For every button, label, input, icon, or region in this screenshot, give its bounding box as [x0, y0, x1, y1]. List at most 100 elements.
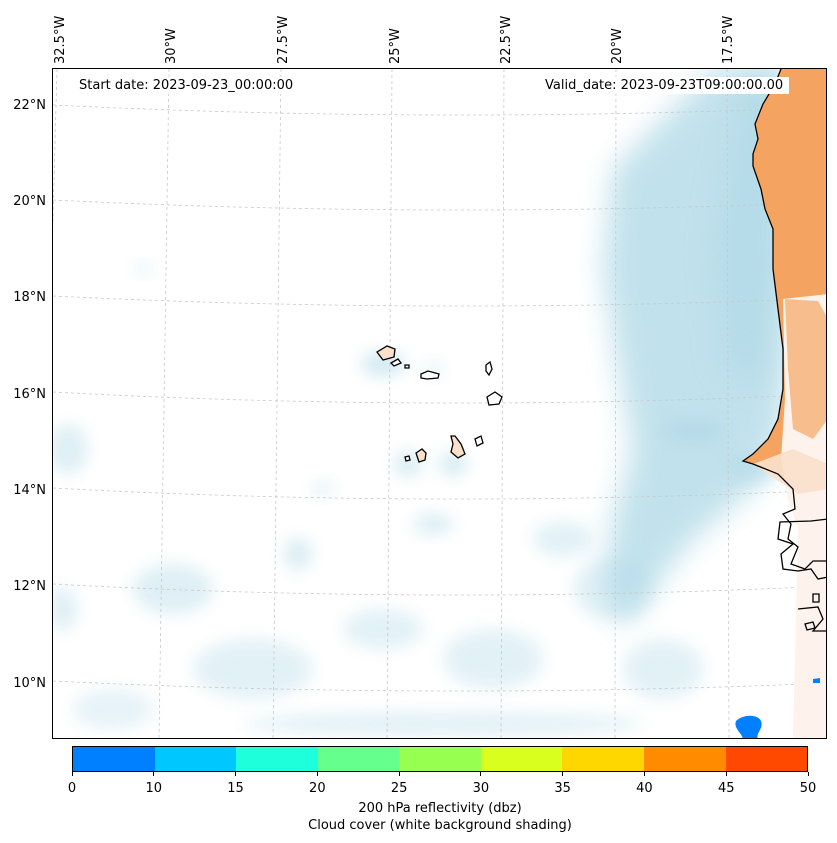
longitude-gridline: [53, 69, 58, 234]
longitude-gridline: [500, 69, 505, 738]
colorbar-segment: [562, 747, 644, 771]
colorbar-tick-label: 45: [717, 781, 735, 796]
latitude-gridlines: [53, 104, 826, 692]
colorbar-tick: [807, 772, 809, 776]
cloud-patch: [133, 263, 153, 275]
coastline-bissagos: [797, 606, 826, 632]
colorbar-tick-label: 25: [390, 781, 408, 796]
colorbar-tick-label: 40: [636, 781, 653, 796]
latitude-label: 16°N: [13, 387, 46, 402]
island-santo-antao: [376, 345, 396, 361]
latitude-label: 12°N: [13, 579, 46, 594]
colorbar-tick-label: 0: [67, 781, 77, 796]
colorbar-tick-label: 30: [472, 781, 490, 796]
land-africa: [743, 69, 826, 738]
cloud-patch: [573, 559, 653, 619]
island-fogo: [415, 448, 427, 463]
cape-verde-islands: [376, 345, 503, 463]
colorbar-tick: [725, 772, 727, 776]
cloud-patch: [53, 587, 77, 631]
longitude-gridline: [158, 69, 170, 738]
island-maio: [474, 435, 484, 447]
coast-islet: [812, 593, 820, 603]
latitude-gridline: [53, 295, 826, 307]
colorbar-subtitle: Cloud cover (white background shading): [308, 818, 572, 833]
coastline-africa: [741, 69, 826, 570]
colorbar-segment: [73, 747, 155, 771]
cloud-patch: [443, 629, 543, 689]
cloud-patch: [133, 564, 213, 614]
island-santa-luzia: [404, 364, 410, 369]
latitude-gridline: [53, 680, 826, 692]
cloud-patch: [284, 538, 312, 570]
colorbar-segment: [480, 747, 563, 771]
reflectivity-layer: [735, 678, 820, 738]
map-canvas: [53, 69, 826, 738]
map-panel: [52, 68, 827, 739]
cloud-patch: [53, 424, 88, 474]
reflectivity-echo: [735, 715, 762, 738]
latitude-gridline: [53, 583, 826, 596]
land-coastal-light: [753, 449, 826, 494]
latitude-gridline: [53, 391, 826, 404]
colorbar-tick: [480, 772, 482, 776]
colorbar-tick: [71, 772, 73, 776]
cloud-patch: [394, 452, 422, 476]
longitude-label: 22.5°W: [499, 15, 514, 64]
cloud-patch: [243, 712, 643, 736]
colorbar-segment: [236, 747, 318, 771]
colorbar-tick-label: 10: [145, 781, 163, 796]
cloud-patch: [193, 639, 313, 699]
colorbar-tick: [643, 772, 645, 776]
colorbar-segment: [399, 747, 481, 771]
reflectivity-echo: [813, 678, 820, 683]
cloud-patch: [623, 639, 703, 699]
latitude-label: 14°N: [13, 483, 46, 498]
longitude-label: 17.5°W: [721, 15, 736, 64]
colorbar-tick: [398, 772, 400, 776]
cloud-patch: [361, 352, 405, 376]
colorbar-tick: [562, 772, 564, 776]
latitude-label: 10°N: [13, 676, 46, 691]
land-orange-strip: [785, 299, 826, 439]
longitude-label: 30°W: [164, 28, 179, 64]
cloud-patch: [311, 481, 335, 497]
colorbar-segment: [154, 747, 237, 771]
longitude-label: 32.5°W: [53, 15, 68, 64]
longitude-gridline: [386, 69, 393, 738]
latitude-gridline: [53, 487, 826, 500]
colorbar: [72, 746, 808, 772]
colorbar-tick-label: 50: [799, 781, 817, 796]
colorbar-tick: [316, 772, 318, 776]
coast-islet: [804, 621, 816, 631]
colorbar-tick-label: 20: [309, 781, 326, 796]
coastline-gambia-guinea: [777, 518, 826, 580]
longitude-label: 20°W: [610, 28, 625, 64]
cloud-cover-layer: [53, 69, 793, 736]
colorbar-tick-label: 15: [227, 781, 244, 796]
cloud-patch: [663, 419, 723, 443]
island-sal: [485, 360, 493, 377]
cloud-patch: [73, 689, 153, 729]
colorbar-tick-label: 35: [554, 781, 571, 796]
latitude-gridline: [53, 104, 826, 116]
longitude-gridline: [272, 69, 282, 738]
latitude-label: 18°N: [13, 290, 46, 305]
longitude-label: 25°W: [388, 28, 403, 64]
cloud-patch: [533, 521, 593, 557]
island-boa-vista: [486, 391, 503, 406]
longitude-gridline: [726, 69, 730, 738]
cloud-patch: [343, 609, 423, 649]
longitude-label: 27.5°W: [276, 15, 291, 64]
island-sao-nicolau: [420, 370, 440, 380]
latitude-label: 20°N: [13, 194, 46, 209]
colorbar-tick: [235, 772, 237, 776]
colorbar-title: 200 hPa reflectivity (dbz): [358, 801, 522, 816]
longitude-gridline: [614, 69, 617, 738]
colorbar-tick: [153, 772, 155, 776]
start-date-label: Start date: 2023-09-23_00:00:00: [73, 77, 300, 94]
colorbar-segment: [643, 747, 726, 771]
latitude-label: 22°N: [13, 98, 46, 113]
island-santiago: [450, 435, 466, 459]
island-brava: [404, 455, 411, 462]
